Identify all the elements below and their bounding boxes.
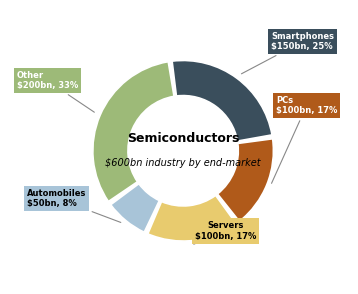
Text: PCs
$100bn, 17%: PCs $100bn, 17% (271, 96, 337, 183)
Wedge shape (218, 139, 274, 221)
Text: Automobiles
$50bn, 8%: Automobiles $50bn, 8% (27, 189, 121, 223)
Wedge shape (148, 196, 236, 241)
Wedge shape (93, 62, 174, 201)
Text: Servers
$100bn, 17%: Servers $100bn, 17% (194, 221, 256, 244)
Text: Smartphones
$150bn, 25%: Smartphones $150bn, 25% (241, 32, 334, 74)
Text: $600bn industry by end-market: $600bn industry by end-market (105, 158, 261, 168)
Wedge shape (172, 61, 272, 141)
Text: Other
$200bn, 33%: Other $200bn, 33% (16, 71, 95, 112)
Wedge shape (111, 184, 159, 232)
Text: Semiconductors: Semiconductors (127, 132, 239, 145)
